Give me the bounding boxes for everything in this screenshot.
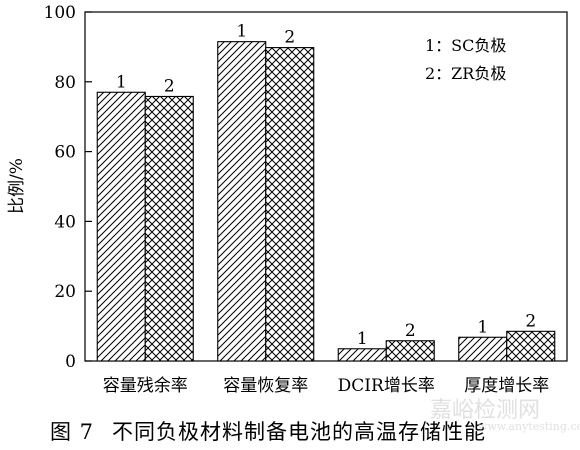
bar-series-marker: 1 (477, 317, 488, 337)
y-tick-label: 0 (65, 352, 76, 372)
y-tick-label: 20 (54, 282, 76, 302)
legend-entry: 1：SC负极 (425, 36, 506, 55)
bar-series-marker: 1 (357, 329, 368, 349)
bar-chart: 0 20 40 60 80 100 容量残余率 容量恢复率 DCIR增长率 厚度增长率 1 2 1 2… (7, 3, 568, 396)
bars: 1 2 1 2 1 2 1 2 (96, 22, 556, 362)
x-tick-label: 厚度增长率 (464, 376, 549, 396)
x-tick-label: DCIR增长率 (338, 376, 435, 396)
bar-series-marker: 1 (116, 72, 127, 92)
watermark-url: www.anytesting.com (478, 420, 580, 433)
figure-caption-text: 不同负极材料制备电池的高温存储性能 (112, 420, 487, 444)
bar (458, 336, 508, 362)
bar (506, 330, 556, 362)
bar (96, 91, 146, 362)
bar-series-marker: 2 (164, 76, 175, 96)
bar (337, 348, 387, 362)
y-tick-label: 80 (54, 73, 76, 93)
x-axis: 容量残余率 容量恢复率 DCIR增长率 厚度增长率 (103, 354, 549, 396)
y-axis: 0 20 40 60 80 100 (44, 3, 92, 372)
figure-caption: 图 7 不同负极材料制备电池的高温存储性能 (50, 416, 486, 446)
y-axis-label: 比例/% (7, 158, 27, 214)
y-tick-label: 40 (54, 212, 76, 232)
bar-series-marker: 2 (405, 321, 416, 341)
bar-series-marker: 1 (236, 22, 247, 42)
x-tick-label: 容量残余率 (103, 376, 188, 396)
bar (265, 47, 315, 362)
bar-series-marker: 2 (525, 311, 536, 331)
plot-frame (84, 11, 568, 362)
bar-series-marker: 2 (284, 28, 295, 48)
figure-number: 图 7 (50, 420, 95, 444)
y-tick-label: 100 (44, 3, 76, 23)
bar (144, 95, 194, 362)
x-tick-label: 容量恢复率 (223, 376, 308, 396)
bar (385, 340, 435, 362)
bar (217, 41, 267, 362)
legend: 1：SC负极 2：ZR负极 (425, 36, 506, 83)
watermark-logo: 嘉峪检测网 (430, 398, 541, 423)
legend-entry: 2：ZR负极 (425, 64, 506, 83)
y-tick-label: 60 (54, 143, 76, 163)
